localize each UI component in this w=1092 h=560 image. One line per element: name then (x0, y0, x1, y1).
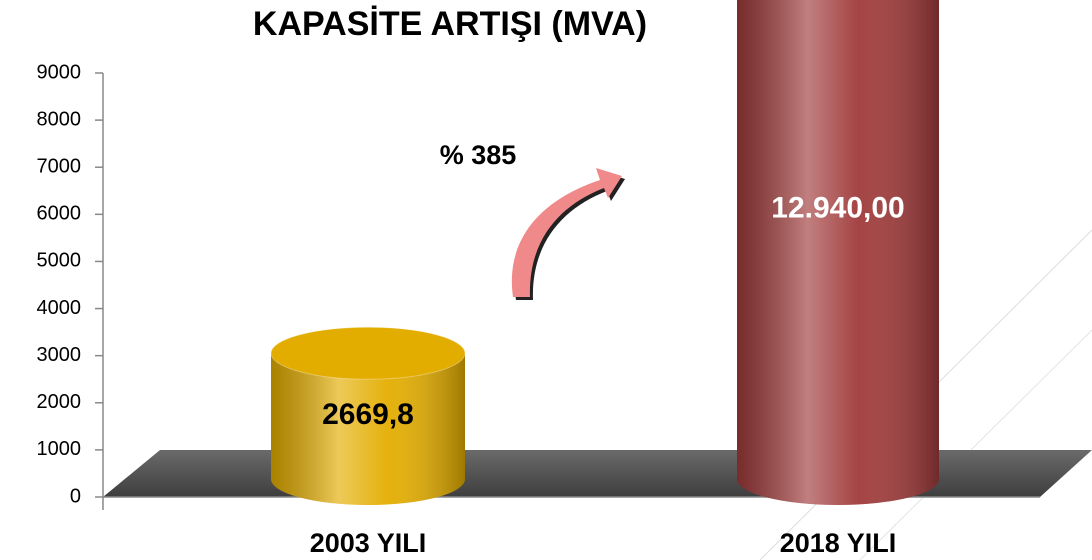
annotation: % 385 (440, 140, 517, 170)
value-label: 12.940,00 (771, 191, 904, 224)
y-tick-label: 1000 (37, 438, 82, 460)
x-tick-label: 2018 YILI (780, 528, 897, 558)
decor-line (859, 329, 1092, 560)
floor (103, 450, 1092, 497)
arrow (511, 168, 622, 297)
chart-title: KAPASİTE ARTIŞI (MVA) (253, 5, 647, 43)
y-tick-label: 3000 (37, 344, 82, 366)
y-tick-label: 7000 (37, 156, 82, 178)
bar-shine (271, 353, 465, 505)
value-label: 2669,8 (322, 398, 414, 431)
y-tick-label: 2000 (37, 391, 82, 413)
y-tick-label: 9000 (37, 61, 82, 83)
y-tick-label: 6000 (37, 203, 82, 225)
y-tick-label: 8000 (37, 108, 82, 130)
bar-top (270, 326, 466, 380)
y-tick-label: 5000 (37, 250, 82, 272)
bar-shine (737, 0, 939, 505)
y-tick-label: 0 (70, 485, 81, 507)
y-tick-label: 4000 (37, 297, 82, 319)
x-tick-label: 2003 YILI (310, 528, 427, 558)
